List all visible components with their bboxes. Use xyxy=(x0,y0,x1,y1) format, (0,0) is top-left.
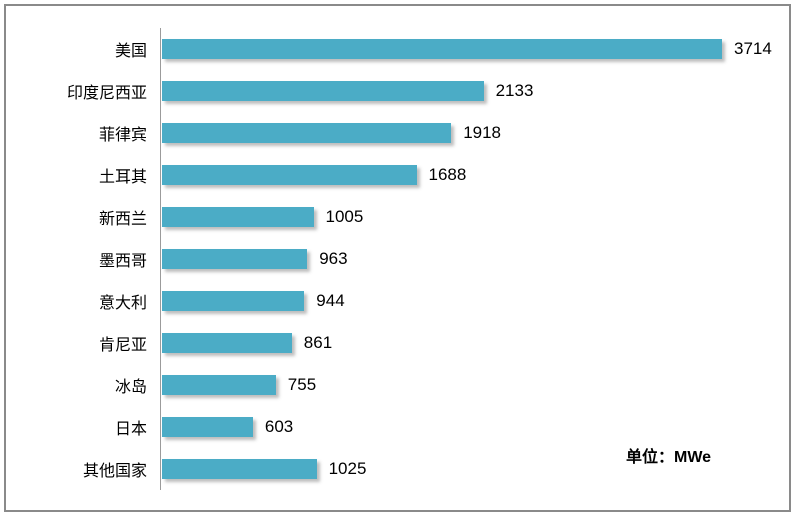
category-label: 印度尼西亚 xyxy=(66,85,147,102)
chart-row: 墨西哥 963 xyxy=(6,238,789,280)
bar-area: 2133 xyxy=(160,81,533,101)
bar xyxy=(162,207,314,227)
category-label: 美国 xyxy=(114,43,147,60)
bar xyxy=(162,81,484,101)
bar-area: 603 xyxy=(160,417,293,437)
category-label: 菲律宾 xyxy=(98,127,147,144)
bar xyxy=(162,459,317,479)
chart-row: 新西兰 1005 xyxy=(6,196,789,238)
bar xyxy=(162,249,308,269)
category-label: 冰岛 xyxy=(114,379,147,396)
value-label: 1688 xyxy=(428,165,467,184)
chart-row: 冰岛 755 xyxy=(6,364,789,406)
chart-row: 菲律宾 1918 xyxy=(6,112,789,154)
category-label: 土耳其 xyxy=(98,169,147,186)
bar-area: 944 xyxy=(160,291,345,311)
bar-area: 3714 xyxy=(160,39,772,59)
bar-area: 1688 xyxy=(160,165,466,185)
value-label: 944 xyxy=(316,291,345,310)
value-label: 2133 xyxy=(495,81,534,100)
value-label: 755 xyxy=(287,375,317,394)
value-label: 861 xyxy=(303,333,333,352)
bar xyxy=(162,417,253,437)
bar-area: 1005 xyxy=(160,207,363,227)
chart-row: 土耳其 1688 xyxy=(6,154,789,196)
value-label: 3714 xyxy=(734,39,772,58)
chart-row: 肯尼亚 861 xyxy=(6,322,789,364)
value-label: 1005 xyxy=(325,207,364,226)
unit-label: 单位：MWe xyxy=(626,449,712,466)
category-label: 肯尼亚 xyxy=(98,337,147,354)
category-label: 意大利 xyxy=(98,295,147,312)
category-label: 新西兰 xyxy=(98,211,147,228)
chart-frame: 美国 3714 印度尼西亚 2133 菲律宾 1918 土耳其 1688 新西兰 1005 墨西哥 9… xyxy=(4,4,791,512)
bar xyxy=(162,39,722,59)
chart-row: 印度尼西亚 2133 xyxy=(6,70,789,112)
bar xyxy=(162,333,292,353)
bar-area: 861 xyxy=(160,333,332,353)
value-label: 603 xyxy=(264,417,294,436)
chart-row: 意大利 944 xyxy=(6,280,789,322)
bar-area: 963 xyxy=(160,249,348,269)
y-axis-line xyxy=(160,28,161,490)
bar xyxy=(162,165,417,185)
bar xyxy=(162,375,276,395)
chart-row: 日本 603 xyxy=(6,406,789,448)
value-label: 963 xyxy=(319,249,348,268)
bar xyxy=(162,123,452,143)
category-label: 其他国家 xyxy=(82,463,147,480)
bar-area: 1918 xyxy=(160,123,501,143)
chart-row: 其他国家 1025 xyxy=(6,448,789,490)
bars-container: 美国 3714 印度尼西亚 2133 菲律宾 1918 土耳其 1688 新西兰 1005 墨西哥 9… xyxy=(6,28,789,490)
bar-area: 1025 xyxy=(160,459,366,479)
category-label: 日本 xyxy=(114,421,147,438)
bar xyxy=(162,291,305,311)
value-label: 1918 xyxy=(463,123,502,142)
chart-row: 美国 3714 xyxy=(6,28,789,70)
value-label: 1025 xyxy=(328,459,367,478)
category-label: 墨西哥 xyxy=(98,253,147,270)
bar-area: 755 xyxy=(160,375,316,395)
